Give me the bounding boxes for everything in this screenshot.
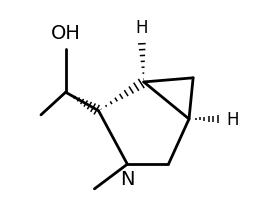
Text: H: H <box>226 110 238 128</box>
Text: OH: OH <box>51 24 81 43</box>
Text: H: H <box>135 19 148 36</box>
Text: N: N <box>120 170 135 188</box>
